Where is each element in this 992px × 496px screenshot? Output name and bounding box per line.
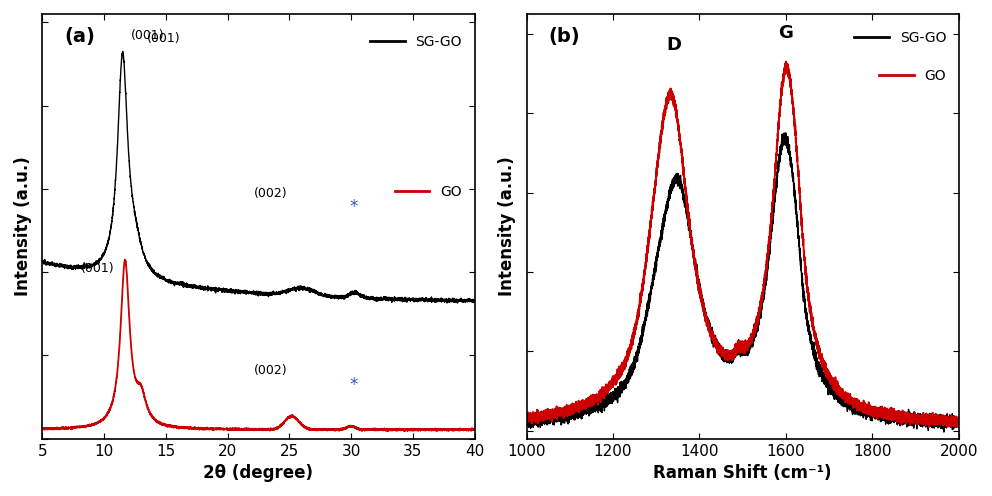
Y-axis label: Intensity (a.u.): Intensity (a.u.): [498, 156, 516, 296]
Text: *: *: [349, 375, 358, 393]
Text: (a): (a): [63, 27, 95, 46]
Y-axis label: Intensity (a.u.): Intensity (a.u.): [14, 156, 32, 296]
Text: (001): (001): [131, 29, 164, 42]
Legend: GO: GO: [389, 180, 467, 205]
Text: (001): (001): [147, 32, 181, 45]
Text: *: *: [349, 198, 358, 216]
Legend: GO: GO: [873, 63, 952, 88]
Text: (001): (001): [81, 262, 115, 275]
Text: (002): (002): [254, 187, 288, 200]
X-axis label: 2θ (degree): 2θ (degree): [203, 464, 313, 482]
X-axis label: Raman Shift (cm⁻¹): Raman Shift (cm⁻¹): [654, 464, 832, 482]
Text: (b): (b): [549, 27, 579, 46]
Text: D: D: [666, 36, 682, 54]
Text: (002): (002): [254, 364, 288, 377]
Text: G: G: [779, 24, 794, 42]
